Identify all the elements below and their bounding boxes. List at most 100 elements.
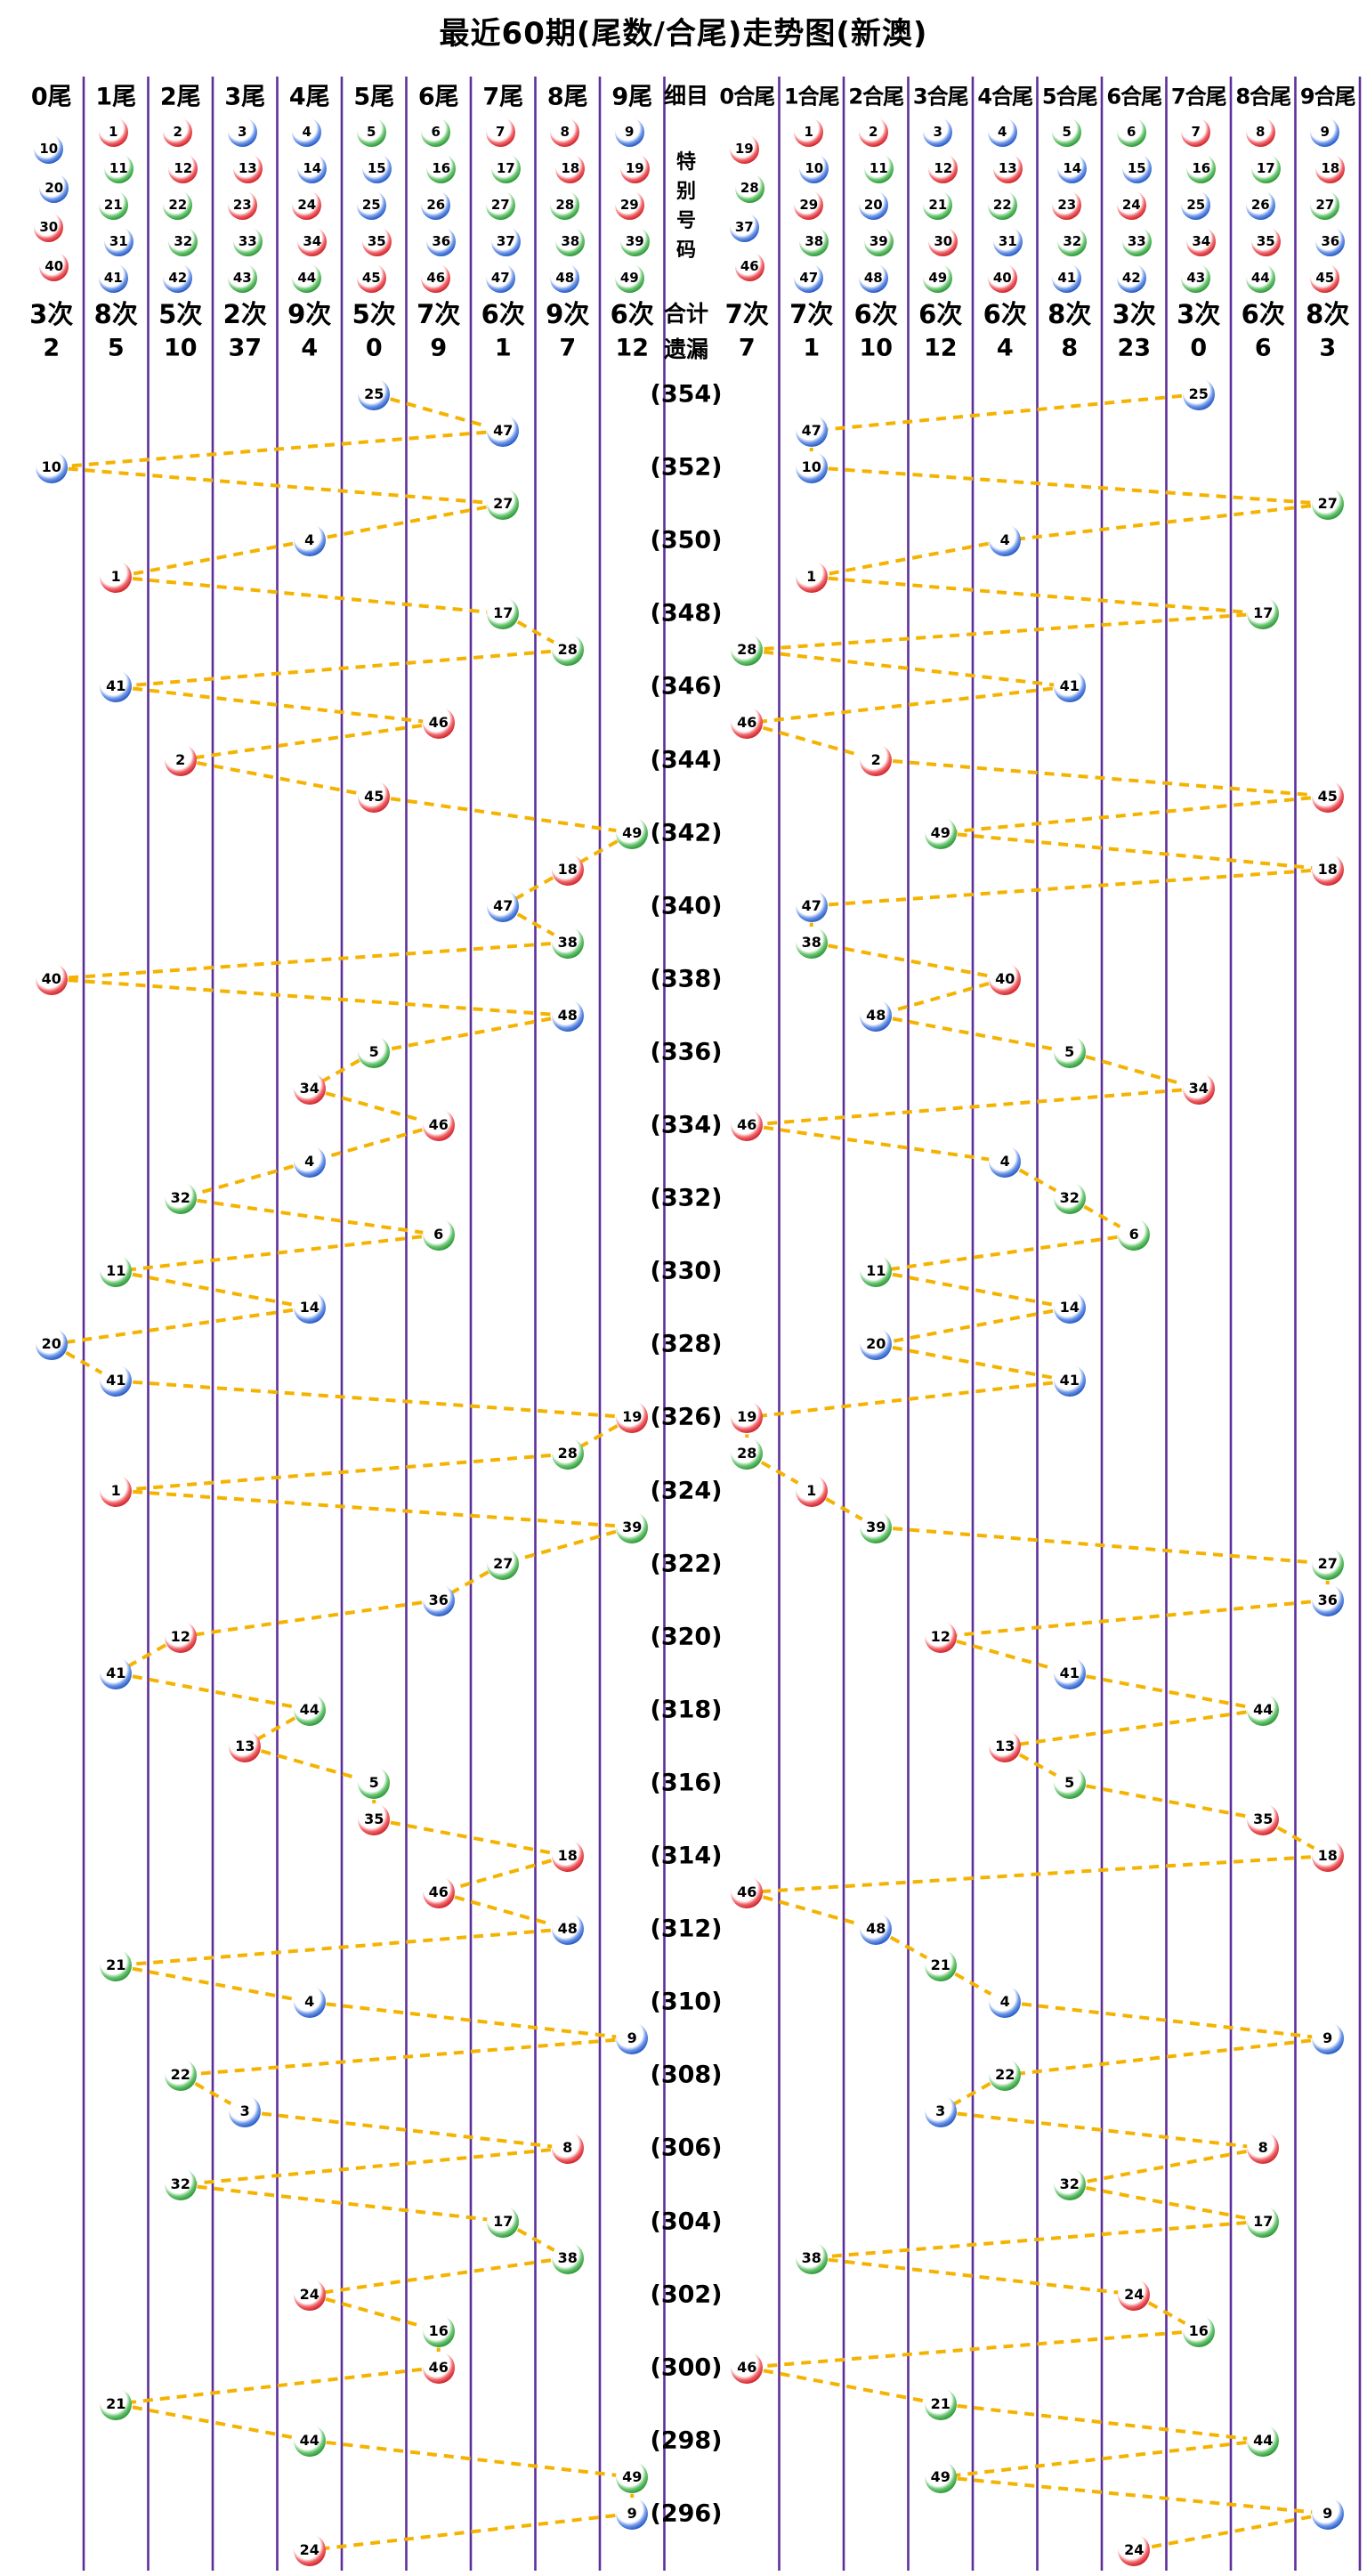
- trend-ball-tail-41: 41: [100, 1657, 133, 1689]
- period-label-334: (334): [650, 1111, 723, 1139]
- period-label-328: (328): [650, 1330, 723, 1358]
- legend-ball-hewei-3: 3: [923, 117, 953, 147]
- trend-ball-hewei-46: 46: [731, 1109, 764, 1141]
- trend-ball-hewei-44: 44: [1247, 1693, 1280, 1726]
- legend-ball-hewei-22: 22: [987, 190, 1017, 220]
- trend-ball-hewei-47: 47: [795, 889, 828, 922]
- hit-count-6尾: 7次: [417, 299, 461, 329]
- special-number-label: 号: [675, 210, 697, 232]
- legend-ball-hewei-16: 16: [1186, 153, 1217, 183]
- trend-ball-tail-41: 41: [100, 670, 133, 703]
- trend-ball-hewei-41: 41: [1053, 670, 1086, 703]
- legend-ball-tail-19: 19: [619, 153, 650, 183]
- trend-ball-tail-49: 49: [616, 816, 649, 849]
- trend-ball-tail-9: 9: [616, 2022, 649, 2055]
- miss-count-4尾: 4: [301, 334, 319, 362]
- legend-ball-hewei-6: 6: [1116, 117, 1146, 147]
- trend-ball-tail-17: 17: [487, 597, 520, 630]
- trend-ball-hewei-46: 46: [731, 707, 764, 740]
- trend-ball-hewei-9: 9: [1311, 2022, 1344, 2055]
- trend-ball-tail-45: 45: [358, 780, 391, 813]
- legend-ball-tail-29: 29: [614, 190, 644, 220]
- trend-ball-hewei-3: 3: [924, 2095, 957, 2128]
- page-title: 最近60期(尾数/合尾)走势图(新澳): [439, 16, 928, 52]
- miss-count-2合尾: 10: [859, 334, 894, 362]
- trend-ball-tail-21: 21: [100, 1949, 133, 1982]
- trend-ball-tail-19: 19: [616, 1401, 649, 1434]
- trend-ball-tail-4: 4: [293, 1986, 326, 2019]
- column-header-8合尾: 8合尾: [1235, 84, 1291, 109]
- column-header-3尾: 3尾: [224, 83, 266, 111]
- period-label-306: (306): [650, 2134, 723, 2162]
- period-label-312: (312): [650, 1915, 723, 1943]
- trend-ball-hewei-46: 46: [731, 1876, 764, 1909]
- legend-ball-tail-42: 42: [163, 263, 193, 293]
- hit-count-3合尾: 6次: [918, 299, 963, 329]
- trend-ball-tail-46: 46: [422, 1876, 455, 1909]
- column-header-7尾: 7尾: [482, 83, 524, 111]
- period-label-344: (344): [650, 746, 723, 774]
- hit-count-2尾: 5次: [158, 299, 203, 329]
- trend-ball-tail-8: 8: [551, 2132, 584, 2165]
- miss-count-6合尾: 23: [1117, 334, 1152, 362]
- legend-ball-tail-46: 46: [421, 263, 451, 293]
- column-header-5尾: 5尾: [353, 83, 395, 111]
- trend-ball-hewei-17: 17: [1247, 597, 1280, 630]
- legend-ball-hewei-4: 4: [987, 117, 1017, 147]
- legend-ball-tail-6: 6: [421, 117, 451, 147]
- legend-ball-hewei-39: 39: [863, 226, 894, 256]
- legend-ball-tail-24: 24: [292, 190, 322, 220]
- period-label-332: (332): [650, 1184, 723, 1212]
- legend-ball-tail-20: 20: [39, 173, 69, 203]
- trend-ball-hewei-47: 47: [795, 415, 828, 448]
- legend-ball-hewei-13: 13: [992, 153, 1023, 183]
- miss-count-6尾: 9: [430, 334, 448, 362]
- column-header-0合尾: 0合尾: [719, 84, 775, 109]
- period-label-300: (300): [650, 2353, 723, 2382]
- period-label-318: (318): [650, 1696, 723, 1724]
- special-number-label: 码: [675, 239, 697, 262]
- miss-count-0合尾: 7: [738, 334, 756, 362]
- trend-ball-tail-28: 28: [551, 634, 584, 667]
- legend-ball-hewei-42: 42: [1116, 263, 1146, 293]
- period-label-296: (296): [650, 2499, 723, 2528]
- trend-ball-hewei-44: 44: [1247, 2424, 1280, 2457]
- legend-ball-hewei-12: 12: [928, 153, 959, 183]
- trend-ball-tail-41: 41: [100, 1365, 133, 1397]
- legend-ball-tail-18: 18: [555, 153, 586, 183]
- legend-ball-hewei-37: 37: [729, 212, 759, 242]
- hit-count-1尾: 8次: [93, 299, 138, 329]
- legend-ball-hewei-14: 14: [1057, 153, 1088, 183]
- legend-ball-tail-35: 35: [361, 226, 392, 256]
- legend-ball-tail-40: 40: [39, 251, 69, 281]
- hit-count-0尾: 3次: [29, 299, 74, 329]
- legend-ball-tail-26: 26: [421, 190, 451, 220]
- miss-count-9合尾: 3: [1319, 334, 1337, 362]
- special-number-label: 别: [675, 181, 697, 203]
- miss-count-5尾: 0: [365, 334, 383, 362]
- hit-count-1合尾: 7次: [789, 299, 834, 329]
- trend-ball-tail-14: 14: [293, 1292, 326, 1324]
- column-header-7合尾: 7合尾: [1170, 84, 1227, 109]
- trend-ball-tail-44: 44: [293, 1693, 326, 1726]
- legend-ball-hewei-25: 25: [1181, 190, 1211, 220]
- trend-ball-tail-32: 32: [164, 2168, 197, 2201]
- period-label-352: (352): [650, 453, 723, 482]
- period-label-324: (324): [650, 1477, 723, 1504]
- legend-ball-tail-48: 48: [550, 263, 580, 293]
- miss-count-7合尾: 0: [1190, 334, 1208, 362]
- trend-ball-hewei-18: 18: [1311, 1840, 1344, 1872]
- trend-ball-hewei-14: 14: [1053, 1292, 1086, 1324]
- trend-ball-hewei-38: 38: [795, 2241, 828, 2274]
- legend-ball-tail-47: 47: [485, 263, 515, 293]
- legend-ball-hewei-47: 47: [794, 263, 824, 293]
- legend-ball-hewei-15: 15: [1121, 153, 1152, 183]
- total-label: 合计: [663, 301, 709, 327]
- period-label-326: (326): [650, 1403, 723, 1431]
- period-label-336: (336): [650, 1038, 723, 1066]
- legend-ball-tail-4: 4: [292, 117, 322, 147]
- trend-ball-hewei-48: 48: [860, 999, 893, 1032]
- legend-ball-tail-8: 8: [550, 117, 580, 147]
- trend-ball-hewei-39: 39: [860, 1511, 893, 1543]
